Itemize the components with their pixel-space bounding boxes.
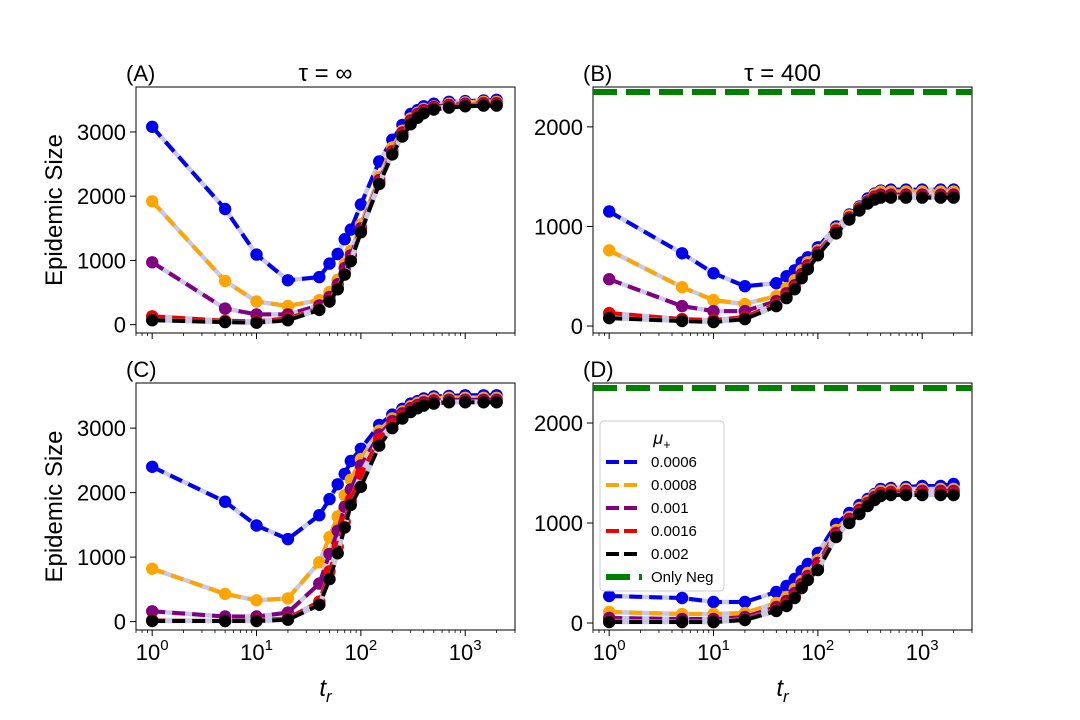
series-0.002 (603, 488, 960, 629)
data-point (675, 299, 689, 313)
panel-label: (D) (583, 357, 614, 382)
series-0.001 (146, 96, 503, 321)
x-tick-label: 100 (593, 637, 626, 665)
data-point (344, 498, 357, 512)
x-tick-label: 103 (449, 637, 482, 665)
series-0.0006 (146, 389, 503, 546)
x-tick-label: 102 (801, 637, 834, 665)
axes-frame (592, 382, 973, 631)
series-line (150, 97, 497, 283)
series-shadow-line (608, 187, 954, 289)
data-point (459, 100, 472, 113)
x-axis-label: tr (319, 675, 333, 706)
y-tick-label: 2000 (534, 411, 583, 436)
data-point (738, 613, 752, 627)
y-axis-label: Epidemic Size (41, 134, 68, 286)
axes-frame (135, 86, 516, 334)
y-tick-label: 0 (114, 610, 126, 635)
y-axis-label: Epidemic Size (41, 430, 68, 582)
data-point (218, 587, 232, 601)
panel-title: τ = ∞ (299, 60, 353, 87)
series-line (152, 400, 497, 623)
series-line (152, 103, 497, 325)
data-point (323, 572, 336, 586)
legend-label: Only Neg (651, 569, 714, 586)
series-line (151, 101, 497, 317)
legend-label: 0.0016 (651, 523, 697, 540)
data-point (884, 488, 897, 502)
data-point (947, 488, 960, 502)
x-axis-label: tr (776, 675, 790, 706)
series-0.0006 (146, 93, 503, 287)
series-shadow-line (150, 100, 497, 317)
series-line (609, 493, 954, 624)
data-point (947, 191, 960, 204)
plot-area (593, 88, 972, 329)
panel-title: τ = 400 (744, 60, 821, 87)
data-point (281, 613, 295, 626)
panel-label: (A) (126, 61, 155, 86)
plot-area (146, 93, 503, 329)
panel-label: (B) (583, 61, 612, 86)
series-shadow-line (150, 97, 497, 283)
plot-area (146, 389, 503, 628)
legend-label: 0.002 (651, 546, 689, 563)
y-tick-label: 3000 (77, 416, 126, 441)
series-0.002 (146, 99, 503, 329)
data-point (603, 311, 616, 325)
y-tick-label: 0 (114, 313, 126, 338)
y-tick-label: 0 (571, 314, 583, 339)
series-line (609, 195, 954, 324)
x-tick-label: 101 (697, 637, 730, 665)
legend-label: 0.001 (651, 500, 689, 517)
y-tick-label: 3000 (77, 120, 126, 145)
data-point (477, 99, 490, 112)
y-tick-label: 2000 (77, 184, 126, 209)
x-tick-label: 103 (906, 637, 939, 665)
panel-label: (C) (126, 357, 157, 382)
legend-label: 0.0008 (651, 477, 697, 494)
series-0.002 (146, 396, 503, 628)
axes-frame (592, 86, 973, 334)
plot-area (593, 385, 972, 629)
data-point (738, 595, 752, 609)
series-0.002 (603, 191, 960, 329)
data-point (281, 314, 295, 327)
x-tick-label: 101 (240, 637, 273, 665)
axes-frame (135, 382, 516, 631)
data-point (738, 312, 752, 326)
y-tick-label: 0 (571, 611, 583, 636)
series-line (608, 187, 954, 289)
legend-label: 0.0006 (651, 454, 697, 471)
y-tick-label: 1000 (77, 545, 126, 570)
x-tick-label: 102 (344, 637, 377, 665)
y-tick-label: 2000 (77, 481, 126, 506)
y-tick-label: 1000 (534, 511, 583, 536)
panel-c: 0 1000 2000 3000 100 101 102 103 tr Epidemic Size… (41, 357, 516, 706)
panel-a: 0 1000 2000 3000 Epidemic Size (A) τ = ∞ (41, 60, 516, 339)
y-tick-label: 1000 (534, 214, 583, 239)
data-point (490, 396, 503, 409)
x-tick-label: 100 (136, 637, 169, 665)
y-tick-label: 2000 (534, 115, 583, 140)
panel-b: 0 1000 2000 (B) τ = 400 (534, 60, 973, 339)
y-tick-label: 1000 (77, 248, 126, 273)
